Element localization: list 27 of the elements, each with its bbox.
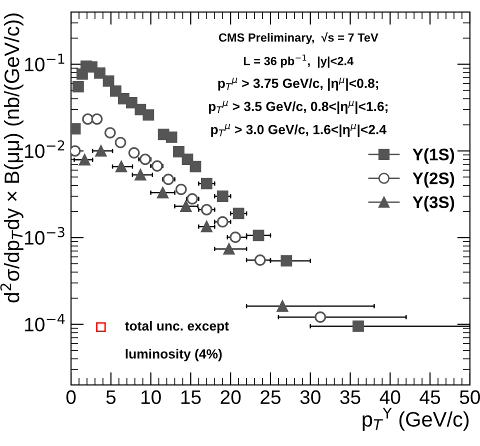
- annotation: luminosity (4%): [126, 348, 222, 362]
- y-tick-label: 10$^{−3}$: [25, 226, 64, 245]
- x-tick-label: 50: [460, 390, 480, 404]
- annotation: L = 36 pb$^{−1}$, |y|<2.4: [244, 54, 354, 68]
- x-tick-label: 10: [141, 390, 161, 404]
- x-tick-label: 20: [220, 390, 241, 404]
- y-axis-title: d$^{2}$σ/dp$_{T}$dy × B(μμ) (nb/(GeV/c)): [0, 14, 24, 302]
- annotation: p$_{T}$$^{μ}$ > 3.75 GeV/c, |η$^{μ}$|<0.8;: [218, 78, 378, 91]
- x-tick-label: 35: [340, 390, 360, 404]
- y-tick-label: 10$^{−4}$: [25, 314, 65, 332]
- x-tick-label: 25: [260, 390, 280, 404]
- annotation: total unc. except: [125, 320, 229, 334]
- legend-label: Υ(1S): [412, 148, 454, 164]
- annotation: CMS Preliminary, √s = 7 TeV: [218, 32, 378, 44]
- x-tick-label: 5: [106, 390, 116, 404]
- annotation: p$_{T}$$^{μ}$ > 3.0 GeV/c, 1.6<|η$^{μ}$|<2.4: [211, 124, 386, 138]
- annotation: p$_{T}$$^{μ}$ > 3.5 GeV/c, 0.8<|η$^{μ}$|<1.6;: [208, 100, 388, 114]
- y-tick-label: 10$^{−1}$: [25, 54, 64, 72]
- x-tick-label: 30: [300, 390, 320, 404]
- legend-label: Υ(3S): [412, 196, 454, 212]
- x-tick-label: 45: [420, 390, 440, 404]
- x-axis-title: p$_{T}$$^{Υ}$ (GeV/c): [362, 408, 469, 431]
- x-tick-label: 40: [380, 390, 400, 404]
- legend-label: Υ(2S): [412, 172, 454, 188]
- x-tick-label: 0: [66, 390, 76, 404]
- x-tick-label: 15: [181, 390, 201, 404]
- y-tick-label: 10$^{−2}$: [25, 140, 64, 158]
